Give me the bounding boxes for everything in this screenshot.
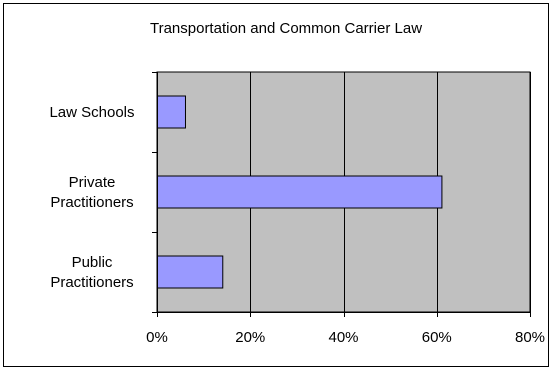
- category-label-line: Public: [72, 254, 113, 271]
- bars: [157, 95, 443, 289]
- x-tick-label: 20%: [235, 329, 265, 346]
- x-tick-label: 0%: [146, 329, 168, 346]
- category-label-line: Private: [69, 174, 116, 191]
- chart-title: Transportation and Common Carrier Law: [150, 20, 422, 37]
- bar-3: [157, 255, 224, 289]
- category-label: Public Practitioners: [50, 254, 133, 291]
- x-tick-label: 60%: [422, 329, 452, 346]
- bar-1: [157, 95, 186, 129]
- x-tick-label: 80%: [515, 329, 545, 346]
- bar-2: [157, 175, 443, 209]
- category-labels: Law Schools Private Practitioners Public Pra…: [49, 104, 134, 291]
- category-label-line: Law Schools: [49, 104, 134, 121]
- axes: [152, 72, 531, 317]
- x-tick-labels: 0% 20% 40% 60% 80%: [146, 329, 545, 346]
- category-label: Law Schools: [49, 104, 134, 121]
- x-tick-label: 40%: [328, 329, 358, 346]
- category-label-line: Practitioners: [50, 274, 133, 291]
- category-label-line: Practitioners: [50, 194, 133, 211]
- category-label: Private Practitioners: [50, 174, 133, 211]
